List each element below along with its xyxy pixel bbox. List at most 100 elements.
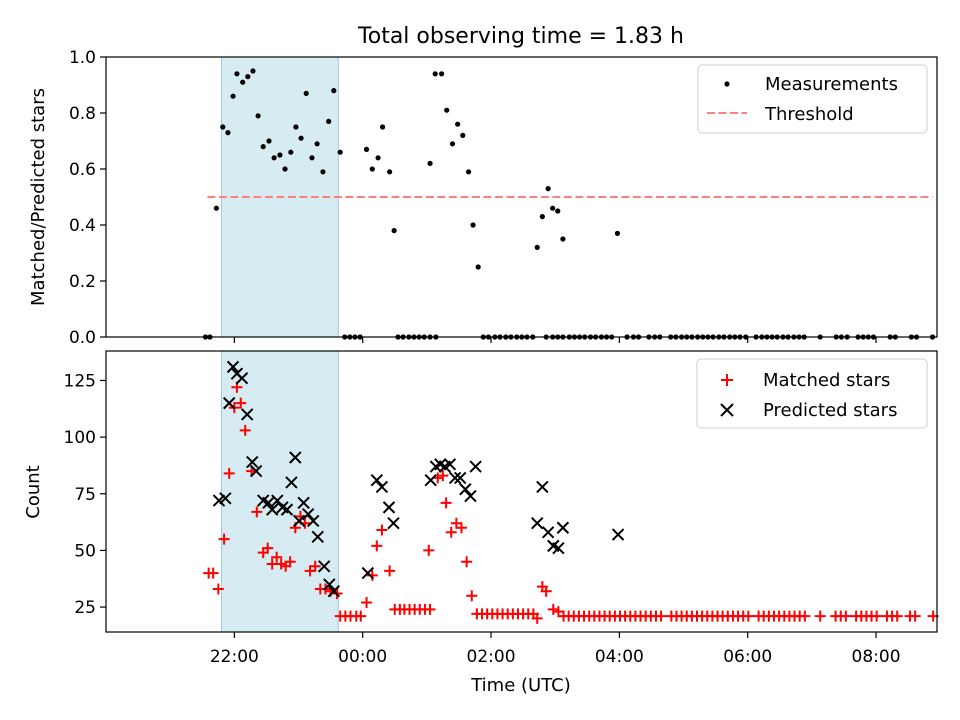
ratio-plot-frame [105,56,938,338]
measurement-point [320,169,326,175]
measurement-point [314,141,320,147]
measurement-point [298,135,304,141]
legend-matched-label: Matched stars [763,370,890,391]
matched-star-point [742,610,754,622]
x-tick-label: 02:00 [467,647,516,667]
matched-star-point [355,610,367,622]
measurement-point [444,107,450,113]
predicted-star-point [382,501,396,514]
measurement-point [375,155,381,161]
measurement-point [234,71,240,77]
matched-star-point [361,597,373,609]
matched-star-point [384,565,396,577]
matched-star-point [540,585,552,597]
y-tick-label: 125 [64,371,96,391]
measurement-point [379,124,386,130]
measurement-point [460,132,466,138]
measurement-point [545,186,551,192]
measurement-point [391,228,397,234]
measurement-point [266,138,272,144]
matched-star-point [461,556,473,568]
predicted-star-point [370,473,384,487]
predicted-star-point [297,496,310,510]
measurement-point [288,149,294,155]
matched-star-point [445,526,457,538]
predicted-star-point [552,541,565,555]
measurement-point [449,141,456,147]
ratio-legend-box [697,64,928,134]
matched-star-point [235,397,247,409]
measurement-point [470,222,476,228]
y-tick-label: 0.6 [69,160,96,180]
measurement-point [560,236,566,242]
predicted-star-point [246,455,259,469]
matched-star-point [891,610,903,622]
predicted-star-point [307,514,320,528]
count-x-axis: 22:00 00:00 02:00 04:00 06:00 08:00 [210,632,901,667]
y-tick-label: 25 [74,598,96,618]
measurement-point [240,79,246,85]
measurement-point [465,169,472,175]
matched-star-point [466,590,478,602]
x-tick-label: 00:00 [338,647,387,667]
legend-measurements-label: Measurements [765,74,898,95]
measurement-point [550,205,556,211]
measurement-point [475,264,481,270]
measurement-point [245,74,251,80]
measurement-point [326,118,332,124]
matched-star-point [840,610,852,622]
predicted-star-point [611,528,625,541]
matched-star-point [207,567,219,579]
legend-measurements-marker [724,81,730,87]
matched-star-point [799,610,811,622]
measurement-point [250,68,256,74]
predicted-star-point [249,464,263,478]
predicted-star-point [265,503,279,516]
matched-star-point [655,610,667,622]
matched-star-point [437,470,449,482]
matched-star-point [309,560,321,572]
measurement-point [213,205,219,211]
y-tick-label: 100 [64,428,96,448]
predicted-star-point [361,566,375,580]
predicted-star-point [375,480,389,494]
measurement-point [439,71,445,77]
matched-star-point [376,524,388,536]
predicted-star-point [301,507,315,521]
measurement-point [293,124,299,130]
measurement-point [255,113,261,119]
x-tick-label: 08:00 [852,647,901,667]
measurement-point [427,160,433,166]
measurement-point [271,155,277,161]
y-tick-label: 75 [74,485,96,505]
measurement-point [230,93,236,99]
ratio-x-ticks [233,337,877,343]
y-tick-label: 0.8 [69,104,96,124]
predicted-star-point [464,489,477,503]
predicted-star-point [469,460,482,473]
ratio-y-axis-label: Matched/Predicted stars [28,88,49,306]
x-tick-label: 04:00 [595,647,644,667]
predicted-star-point [454,471,467,485]
measurement-point [225,130,231,136]
measurement-point [387,169,393,175]
matched-star-point [424,603,436,615]
matched-star-point [284,556,296,568]
predicted-star-point [226,360,240,374]
predicted-star-point [556,521,570,534]
predicted-star-point [289,451,302,464]
matched-star-point [366,569,378,581]
measurement-point [614,230,621,236]
measurement-point [534,244,540,250]
measurement-point [539,214,545,220]
predicted-star-point [448,471,462,485]
legend-predicted-marker [720,403,734,417]
measurement-point [303,90,309,96]
predicted-star-point [317,560,331,573]
measurement-point [432,71,438,77]
ratio-legend: Measurements Threshold [697,64,928,134]
predicted-star-point [240,408,254,421]
measurement-point [455,121,461,127]
ratio-y-axis: 0.0 0.2 0.4 0.6 0.8 1.0 [69,48,106,348]
